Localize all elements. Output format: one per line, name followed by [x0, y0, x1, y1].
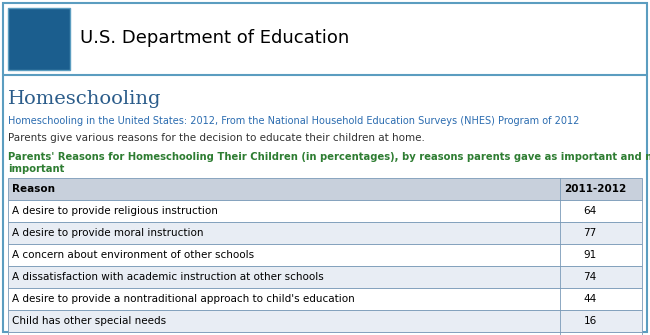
- Text: U.S. Department of Education: U.S. Department of Education: [80, 29, 349, 47]
- Text: A dissatisfaction with academic instruction at other schools: A dissatisfaction with academic instruct…: [12, 272, 324, 282]
- Text: d: d: [42, 46, 58, 66]
- Text: A desire to provide moral instruction: A desire to provide moral instruction: [12, 228, 203, 238]
- Text: Ed: Ed: [25, 46, 51, 64]
- Polygon shape: [14, 11, 64, 34]
- Text: A concern about environment of other schools: A concern about environment of other sch…: [12, 250, 254, 260]
- Text: 64: 64: [584, 206, 597, 216]
- Text: A desire to provide religious instruction: A desire to provide religious instructio…: [12, 206, 218, 216]
- Text: Reason: Reason: [12, 184, 55, 194]
- Text: Parents' Reasons for Homeschooling Their Children (in percentages), by reasons p: Parents' Reasons for Homeschooling Their…: [8, 152, 650, 162]
- Text: 2011-2012: 2011-2012: [564, 184, 626, 194]
- Text: A desire to provide a nontraditional approach to child's education: A desire to provide a nontraditional app…: [12, 294, 355, 304]
- Text: 74: 74: [584, 272, 597, 282]
- Text: important: important: [8, 164, 64, 174]
- Text: Child has other special needs: Child has other special needs: [12, 316, 166, 326]
- Text: Homeschooling in the United States: 2012, From the National Household Education : Homeschooling in the United States: 2012…: [8, 116, 579, 126]
- Text: Parents give various reasons for the decision to educate their children at home.: Parents give various reasons for the dec…: [8, 133, 425, 143]
- Text: 16: 16: [584, 316, 597, 326]
- Text: 44: 44: [584, 294, 597, 304]
- Polygon shape: [18, 31, 60, 37]
- Text: 77: 77: [584, 228, 597, 238]
- Text: 91: 91: [584, 250, 597, 260]
- Text: Homeschooling: Homeschooling: [8, 90, 161, 108]
